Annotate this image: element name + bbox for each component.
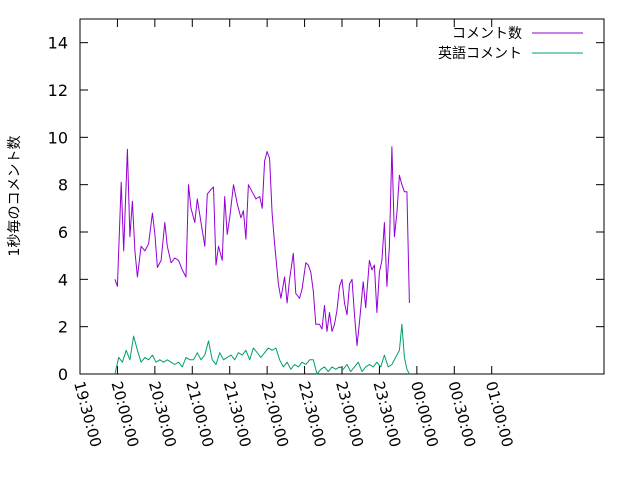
x-tick-label: 21:00:00: [182, 379, 217, 449]
y-axis-ticks: 0 2 4 6 8 10 12 14: [48, 34, 604, 384]
x-tick-label: 22:30:00: [295, 379, 330, 449]
x-tick-label: 21:30:00: [220, 379, 255, 449]
legend-label: コメント数: [452, 26, 522, 42]
y-tick-label: 10: [48, 128, 68, 147]
y-tick-label: 2: [58, 318, 68, 337]
chart-axes: [79, 18, 605, 375]
y-tick-label: 6: [58, 223, 68, 242]
y-tick-label: 8: [58, 176, 68, 195]
legend-label: 英語コメント: [438, 45, 522, 62]
x-tick-label: 22:00:00: [257, 379, 292, 449]
x-tick-label: 19:30:00: [70, 379, 105, 449]
x-tick-label: 00:30:00: [444, 379, 479, 449]
series-line-2: [114, 323, 410, 375]
y-tick-label: 4: [58, 270, 68, 289]
y-axis-label: 1秒毎のコメント数: [7, 136, 23, 257]
y-tick-label: 14: [48, 34, 68, 53]
x-tick-label: 00:00:00: [407, 379, 442, 449]
x-tick-label: 20:00:00: [108, 379, 143, 449]
x-tick-label: 23:00:00: [332, 379, 367, 449]
series-lines: [114, 146, 410, 375]
series-line-1: [114, 146, 410, 347]
plot-frame: [79, 18, 605, 375]
x-tick-label: 23:30:00: [370, 379, 405, 449]
y-tick-label: 12: [48, 81, 68, 100]
x-tick-label: 20:30:00: [145, 379, 180, 449]
x-tick-label: 01:00:00: [482, 379, 517, 449]
x-axis-ticks: 19:30:00 20:00:00 20:30:00 21:00:00 21:30:00…: [70, 19, 517, 449]
y-tick-label: 0: [58, 365, 68, 384]
